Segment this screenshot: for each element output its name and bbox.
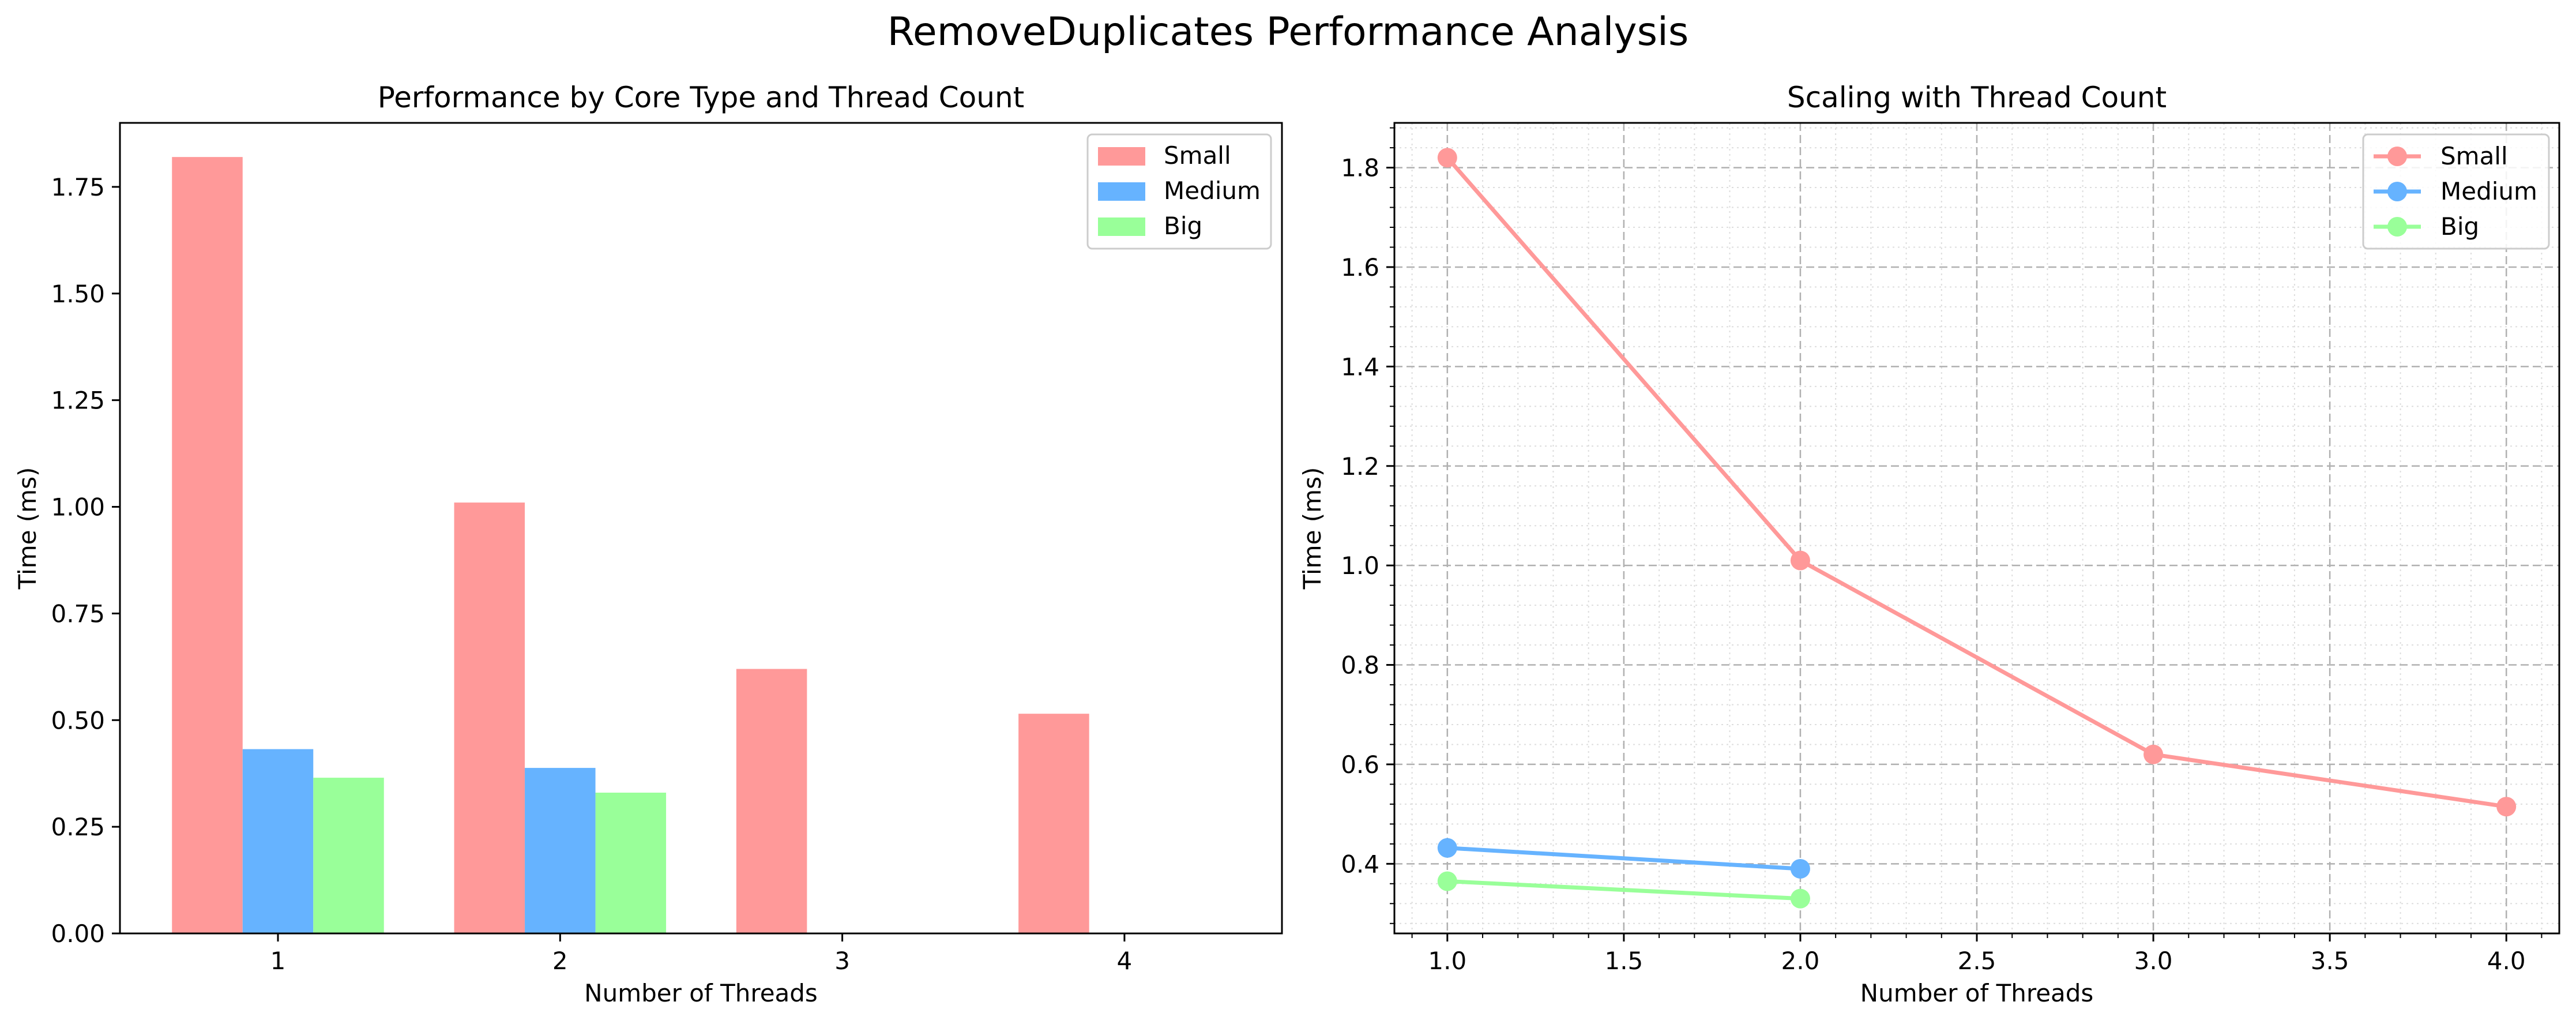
y-tick-label: 1.25 <box>51 387 105 415</box>
y-tick-label: 1.2 <box>1341 452 1379 481</box>
x-tick-label: 3.0 <box>2134 947 2173 975</box>
bar-small-1 <box>172 157 243 933</box>
legend-swatch-big <box>1098 217 1145 236</box>
legend-label-small: Small <box>1164 141 1231 170</box>
legend-marker-small <box>2387 147 2407 166</box>
y-tick-label: 1.75 <box>51 173 105 201</box>
data-point-medium-1 <box>1437 838 1457 858</box>
y-tick-label: 1.00 <box>51 493 105 522</box>
x-tick-label: 1 <box>270 947 286 975</box>
x-tick-label: 1.5 <box>1604 947 1643 975</box>
bar-small-2 <box>454 502 525 933</box>
x-tick-label: 2.0 <box>1781 947 1820 975</box>
data-point-small-1 <box>1437 148 1457 168</box>
line-chart-scaling: 1.0 1.5 2.0 2.5 3.0 3.5 4.0 0.4 0.6 0.8 1.0 1.2 1.4 1… <box>1298 81 2560 1007</box>
x-axis-label: Number of Threads <box>584 979 818 1007</box>
data-point-small-4 <box>2496 797 2517 817</box>
data-point-medium-2 <box>1790 858 1810 879</box>
data-point-big-2 <box>1790 888 1810 909</box>
y-tick-label: 1.50 <box>51 280 105 308</box>
x-axis-label: Number of Threads <box>1860 979 2094 1007</box>
data-point-small-3 <box>2143 744 2164 764</box>
y-tick-label: 0.00 <box>51 920 105 948</box>
data-point-small-2 <box>1790 550 1810 571</box>
legend-label-big: Big <box>1164 212 1202 240</box>
bar-medium-2 <box>525 768 596 933</box>
chart-title: Performance by Core Type and Thread Coun… <box>378 81 1024 114</box>
y-tick-label: 1.0 <box>1341 552 1379 580</box>
y-tick-label: 0.25 <box>51 813 105 841</box>
x-tick-label: 3 <box>834 947 850 975</box>
legend-label-big: Big <box>2440 212 2479 241</box>
y-tick-label: 0.4 <box>1341 850 1379 878</box>
y-axis-label: Time (ms) <box>13 467 42 590</box>
bar-big-1 <box>313 778 384 933</box>
legend-marker-big <box>2387 217 2407 237</box>
y-axis-label: Time (ms) <box>1298 467 1326 590</box>
legend-label-medium: Medium <box>1164 177 1261 205</box>
y-tick-label: 0.75 <box>51 599 105 628</box>
bar-small-4 <box>1018 714 1089 933</box>
x-tick-label: 2 <box>552 947 568 975</box>
plot-frame <box>1393 122 2560 935</box>
legend-swatch-small <box>1098 147 1145 166</box>
bar-chart-performance: 0.00 0.25 0.50 0.75 1.00 1.25 1.50 1.75 1 2 3 4 Perf… <box>13 81 1283 1007</box>
y-tick-label: 0.6 <box>1341 751 1379 779</box>
y-tick-label: 1.4 <box>1341 352 1379 381</box>
legend-marker-medium <box>2387 182 2407 201</box>
x-tick-label: 3.5 <box>2311 947 2349 975</box>
figure-title: RemoveDuplicates Performance Analysis <box>887 9 1689 55</box>
bar-small-3 <box>736 669 807 933</box>
bar-big-2 <box>595 792 667 933</box>
series-line-medium <box>1447 846 1801 871</box>
legend-label-medium: Medium <box>2440 177 2537 205</box>
y-tick-label: 0.8 <box>1341 651 1379 680</box>
y-tick-label: 0.50 <box>51 706 105 734</box>
series-line-big <box>1447 879 1801 901</box>
series-line-small <box>1446 156 2507 809</box>
legend-swatch-medium <box>1098 182 1145 201</box>
bar-medium-1 <box>242 749 314 933</box>
x-tick-label: 4.0 <box>2487 947 2526 975</box>
chart-title: Scaling with Thread Count <box>1787 81 2167 114</box>
x-tick-label: 1.0 <box>1428 947 1466 975</box>
x-tick-label: 4 <box>1117 947 1133 975</box>
data-point-big-1 <box>1437 871 1457 891</box>
legend-box <box>2362 133 2550 250</box>
plot-frame <box>119 122 1283 935</box>
legend-label-small: Small <box>2440 142 2508 170</box>
y-tick-label: 1.6 <box>1341 253 1379 282</box>
x-tick-label: 2.5 <box>1958 947 1996 975</box>
y-tick-label: 1.8 <box>1341 154 1379 182</box>
